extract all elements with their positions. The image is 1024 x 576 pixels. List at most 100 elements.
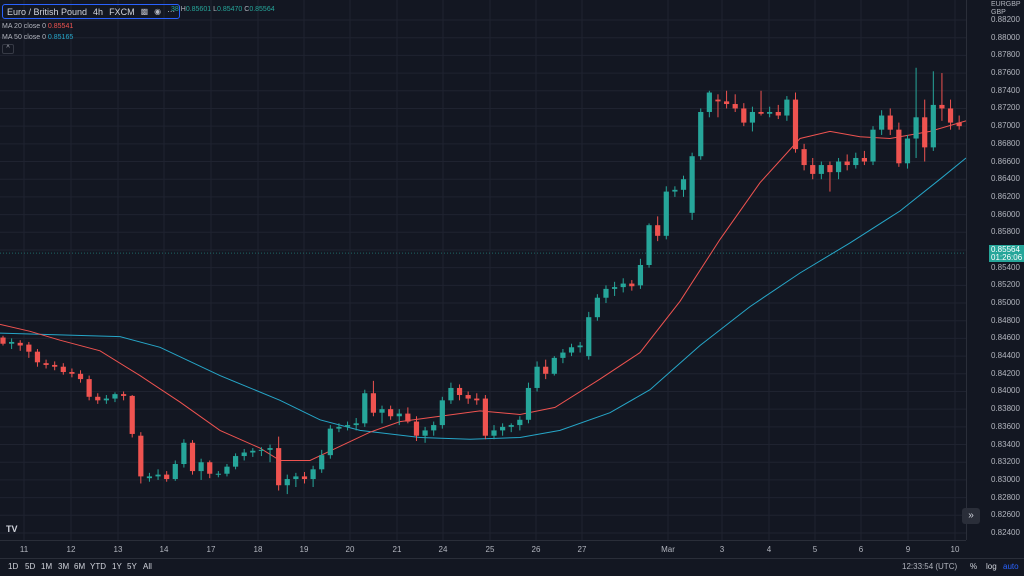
candle[interactable] bbox=[534, 361, 540, 392]
candle[interactable] bbox=[801, 143, 807, 171]
candle[interactable] bbox=[715, 94, 721, 118]
candle[interactable] bbox=[181, 439, 187, 468]
candle[interactable] bbox=[370, 380, 377, 417]
candle[interactable] bbox=[431, 421, 437, 436]
candle[interactable] bbox=[422, 426, 428, 443]
range-button[interactable]: 3M bbox=[58, 562, 70, 571]
candle[interactable] bbox=[474, 393, 480, 405]
calendar-icon[interactable]: ▩ bbox=[140, 7, 149, 16]
candle[interactable] bbox=[741, 103, 747, 127]
candle[interactable] bbox=[293, 472, 299, 488]
candle[interactable] bbox=[560, 349, 566, 364]
candle[interactable] bbox=[706, 90, 712, 118]
candle[interactable] bbox=[172, 460, 178, 481]
candle[interactable] bbox=[138, 432, 144, 484]
price-scale[interactable]: EURGBP GBP 0.88200 0.88000 0.87800 0.87600 0… bbox=[966, 0, 1024, 540]
tradingview-logo-icon[interactable]: TV bbox=[6, 524, 18, 534]
auto-toggle[interactable]: auto bbox=[1003, 562, 1019, 571]
range-button[interactable]: 1D bbox=[8, 562, 19, 571]
range-button[interactable]: 5Y bbox=[127, 562, 137, 571]
candle[interactable] bbox=[241, 448, 247, 461]
candle[interactable] bbox=[922, 99, 928, 162]
candle[interactable] bbox=[956, 115, 962, 130]
candlestick-chart[interactable] bbox=[0, 0, 967, 540]
candle[interactable] bbox=[758, 90, 764, 116]
candle[interactable] bbox=[276, 436, 282, 491]
ma20-legend[interactable]: MA 20 close 0 0.85541 bbox=[2, 23, 180, 30]
candle[interactable] bbox=[405, 407, 411, 424]
candle[interactable] bbox=[120, 391, 127, 401]
candle[interactable] bbox=[353, 418, 359, 431]
candle[interactable] bbox=[500, 423, 506, 436]
candle[interactable] bbox=[34, 349, 41, 367]
candle[interactable] bbox=[525, 382, 532, 424]
candle[interactable] bbox=[818, 161, 824, 180]
candle[interactable] bbox=[887, 108, 893, 135]
candle[interactable] bbox=[43, 359, 49, 369]
candle[interactable] bbox=[930, 71, 936, 151]
candle[interactable] bbox=[52, 361, 58, 371]
candle[interactable] bbox=[577, 341, 583, 353]
symbol-name[interactable]: Euro / British Pound bbox=[7, 6, 88, 17]
candle[interactable] bbox=[646, 223, 652, 268]
candle[interactable] bbox=[344, 421, 351, 431]
candle[interactable] bbox=[95, 393, 101, 404]
candle[interactable] bbox=[112, 392, 118, 403]
candle[interactable] bbox=[336, 423, 342, 433]
candle[interactable] bbox=[0, 335, 6, 346]
candle[interactable] bbox=[620, 278, 626, 293]
utc-clock[interactable]: 12:33:54 (UTC) bbox=[902, 562, 958, 571]
candle[interactable] bbox=[792, 92, 799, 153]
candle[interactable] bbox=[663, 186, 669, 240]
candle[interactable] bbox=[879, 110, 885, 135]
candle[interactable] bbox=[655, 216, 661, 242]
candle[interactable] bbox=[939, 73, 945, 121]
candle[interactable] bbox=[775, 104, 781, 120]
candle[interactable] bbox=[413, 416, 420, 442]
candle[interactable] bbox=[448, 382, 454, 404]
candle[interactable] bbox=[207, 460, 213, 479]
candle[interactable] bbox=[388, 405, 394, 420]
candle[interactable] bbox=[362, 389, 368, 427]
candle[interactable] bbox=[947, 99, 954, 130]
candle[interactable] bbox=[189, 440, 196, 475]
candle[interactable] bbox=[603, 285, 609, 304]
candle[interactable] bbox=[146, 472, 153, 482]
percent-toggle[interactable]: % bbox=[970, 562, 978, 571]
candle[interactable] bbox=[810, 157, 816, 180]
candle[interactable] bbox=[215, 471, 221, 478]
candle[interactable] bbox=[723, 90, 730, 109]
candle[interactable] bbox=[258, 447, 265, 457]
ma50-legend[interactable]: MA 50 close 0 0.85165 bbox=[2, 34, 180, 41]
candle[interactable] bbox=[543, 359, 549, 380]
candle[interactable] bbox=[853, 152, 859, 169]
candle[interactable] bbox=[680, 175, 687, 197]
candle[interactable] bbox=[586, 311, 592, 360]
candle[interactable] bbox=[327, 425, 333, 459]
candle[interactable] bbox=[870, 126, 876, 166]
range-button[interactable]: 1M bbox=[41, 562, 53, 571]
candle[interactable] bbox=[749, 106, 756, 132]
candle[interactable] bbox=[232, 453, 239, 470]
candle[interactable] bbox=[250, 448, 256, 457]
candle[interactable] bbox=[482, 395, 488, 440]
candle[interactable] bbox=[310, 465, 316, 488]
candle[interactable] bbox=[379, 405, 385, 424]
candle[interactable] bbox=[767, 106, 773, 118]
range-button[interactable]: All bbox=[143, 562, 152, 571]
candle[interactable] bbox=[861, 150, 868, 166]
candle[interactable] bbox=[508, 423, 514, 433]
candle[interactable] bbox=[835, 157, 842, 180]
candle[interactable] bbox=[491, 425, 497, 440]
candle[interactable] bbox=[551, 356, 557, 376]
candle[interactable] bbox=[637, 258, 644, 289]
candle[interactable] bbox=[568, 343, 575, 357]
log-toggle[interactable]: log bbox=[986, 562, 997, 571]
candle[interactable] bbox=[689, 152, 695, 220]
range-button[interactable]: 6M bbox=[74, 562, 86, 571]
candle[interactable] bbox=[9, 338, 15, 350]
candle[interactable] bbox=[784, 96, 790, 121]
eye-icon[interactable]: ◉ bbox=[154, 7, 162, 16]
candle[interactable] bbox=[301, 471, 308, 484]
symbol-box[interactable]: Euro / British Pound 4h FXCM ▩ ◉ ⋯ bbox=[2, 4, 181, 19]
